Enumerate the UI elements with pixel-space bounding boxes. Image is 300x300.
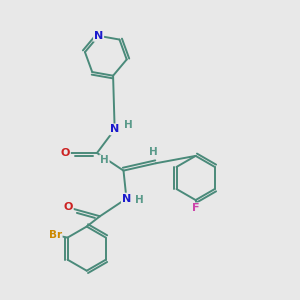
Text: O: O xyxy=(61,148,70,158)
Text: N: N xyxy=(122,194,131,204)
Text: H: H xyxy=(148,147,157,157)
Text: N: N xyxy=(94,31,103,41)
Text: Br: Br xyxy=(49,230,62,240)
Text: H: H xyxy=(135,195,144,205)
Text: O: O xyxy=(64,202,73,212)
Text: H: H xyxy=(124,120,132,130)
Text: N: N xyxy=(110,124,119,134)
Text: F: F xyxy=(192,203,200,213)
Text: H: H xyxy=(100,155,109,165)
